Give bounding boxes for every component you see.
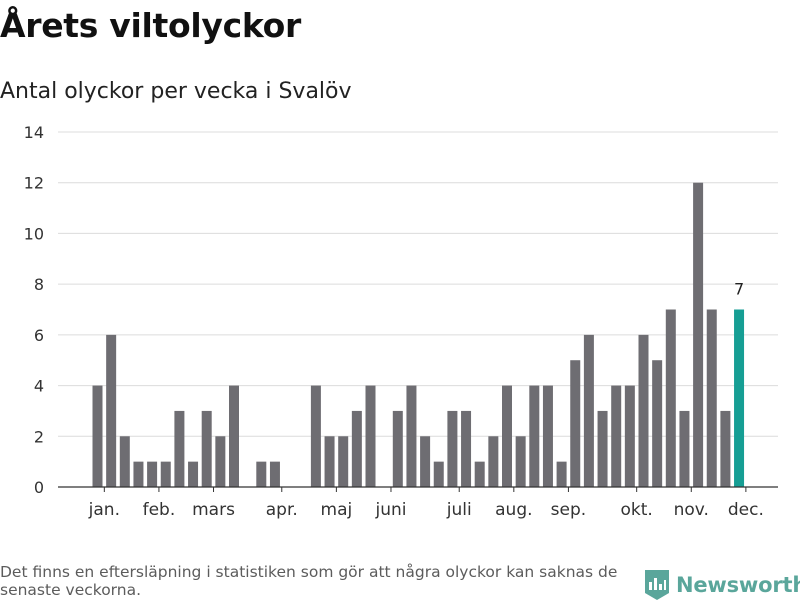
- x-tick-label: aug.: [495, 500, 532, 520]
- x-tick-label: apr.: [266, 500, 298, 520]
- bar: [120, 436, 130, 487]
- y-tick-label: 12: [24, 174, 44, 193]
- x-tick-label: dec.: [728, 500, 764, 520]
- x-tick-label: mars: [192, 500, 235, 520]
- bar: [161, 462, 171, 487]
- bar: [639, 335, 649, 487]
- weekly-accidents-bar-chart: 0 2 4 6 8 10 12 14 7 jan. feb. mars apr. maj juni juli a…: [0, 0, 800, 560]
- bar: [106, 335, 116, 487]
- bar: [707, 310, 717, 488]
- bar: [529, 386, 539, 487]
- brand-name: Newsworthy: [676, 573, 800, 597]
- bar: [447, 411, 457, 487]
- bar: [652, 360, 662, 487]
- bar: [420, 436, 430, 487]
- bar: [598, 411, 608, 487]
- bar: [393, 411, 403, 487]
- bar: [229, 386, 239, 487]
- bar: [311, 386, 321, 487]
- bar: [93, 386, 103, 487]
- highlight-bar: [734, 310, 744, 488]
- x-tick-label: sep.: [551, 500, 587, 520]
- bar: [625, 386, 635, 487]
- y-tick-label: 0: [34, 478, 44, 497]
- x-tick-label: juli: [446, 500, 472, 520]
- y-tick-label: 10: [24, 224, 44, 243]
- bar: [557, 462, 567, 487]
- x-tick-label: nov.: [674, 500, 709, 520]
- bar: [147, 462, 157, 487]
- x-tick-label: okt.: [621, 500, 653, 520]
- bar: [174, 411, 184, 487]
- y-tick-label: 14: [24, 123, 44, 142]
- bar: [188, 462, 198, 487]
- bar: [215, 436, 225, 487]
- bar: [693, 183, 703, 487]
- bar: [461, 411, 471, 487]
- bar: [270, 462, 280, 487]
- bar: [338, 436, 348, 487]
- newsworthy-brand[interactable]: Newsworthy: [645, 569, 800, 601]
- bar: [720, 411, 730, 487]
- bar: [516, 436, 526, 487]
- bar: [666, 310, 676, 488]
- bar: [488, 436, 498, 487]
- bar: [366, 386, 376, 487]
- bar-chart-logo-icon: [645, 570, 669, 600]
- footnote: Det finns en eftersläpning i statistiken…: [0, 563, 630, 599]
- bar: [406, 386, 416, 487]
- bar: [502, 386, 512, 487]
- bar: [133, 462, 143, 487]
- bar: [570, 360, 580, 487]
- bar: [352, 411, 362, 487]
- y-tick-label: 4: [34, 377, 44, 396]
- x-tick-label: juni: [374, 500, 406, 520]
- x-tick-label: feb.: [143, 500, 176, 520]
- y-tick-label: 6: [34, 326, 44, 345]
- bar: [543, 386, 553, 487]
- bar: [256, 462, 266, 487]
- bar: [434, 462, 444, 487]
- bar: [202, 411, 212, 487]
- bar: [584, 335, 594, 487]
- bar: [679, 411, 689, 487]
- highlight-value-label: 7: [734, 280, 744, 299]
- x-tick-label: jan.: [88, 500, 120, 520]
- bar: [611, 386, 621, 487]
- x-tick-label: maj: [321, 500, 353, 520]
- bar: [475, 462, 485, 487]
- y-tick-label: 8: [34, 275, 44, 294]
- y-tick-label: 2: [34, 427, 44, 446]
- bar: [325, 436, 335, 487]
